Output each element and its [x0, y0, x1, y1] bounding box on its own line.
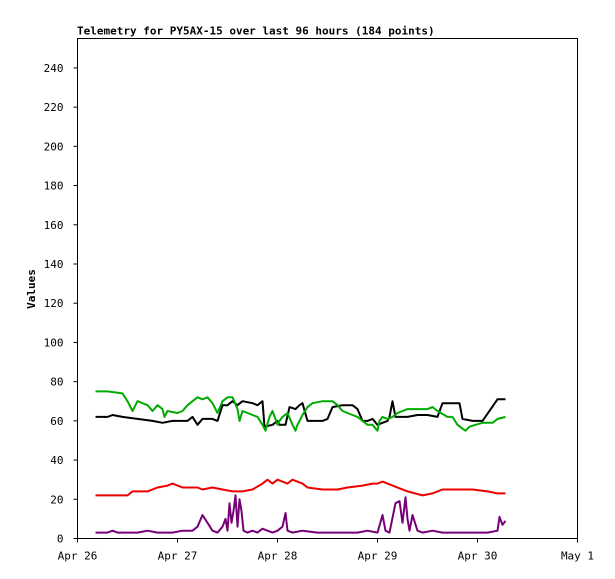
y-tick-label: 220: [44, 101, 64, 114]
x-axis: Apr 26 Apr 27 Apr 28 Apr 29 Apr 30 May 1: [58, 538, 594, 563]
y-tick-label: 120: [44, 297, 64, 310]
x-tick-label: May 1: [561, 550, 594, 563]
chart-title: Telemetry for PY5AX-15 over last 96 hour…: [77, 25, 435, 38]
series-line-0: [95, 398, 506, 428]
y-tick-label: 160: [44, 219, 64, 232]
y-tick-label: 200: [44, 140, 64, 153]
series-line-1: [95, 390, 506, 432]
x-tick-label: Apr 29: [358, 550, 398, 563]
x-tick-label: Apr 26: [58, 550, 98, 563]
y-tick-label: 40: [50, 454, 63, 467]
plot-frame: [77, 38, 578, 539]
x-tick-label: Apr 28: [258, 550, 298, 563]
y-axis: 0 20 40 60 80 100 120 140 160 180 200 220 240: [44, 62, 78, 546]
y-tick-label: 140: [44, 258, 64, 271]
y-tick-label: 180: [44, 180, 64, 193]
x-tick-label: Apr 30: [458, 550, 498, 563]
y-tick-label: 80: [50, 376, 63, 389]
y-tick-label: 0: [57, 533, 64, 546]
series-line-3: [95, 494, 507, 534]
y-axis-label: Values: [25, 269, 38, 309]
y-tick-label: 240: [44, 62, 64, 75]
y-tick-label: 20: [50, 493, 63, 506]
series-layer: [95, 390, 507, 534]
series-line-2: [95, 478, 506, 497]
x-tick-label: Apr 27: [158, 550, 198, 563]
y-tick-label: 60: [50, 415, 63, 428]
y-tick-label: 100: [44, 336, 64, 349]
